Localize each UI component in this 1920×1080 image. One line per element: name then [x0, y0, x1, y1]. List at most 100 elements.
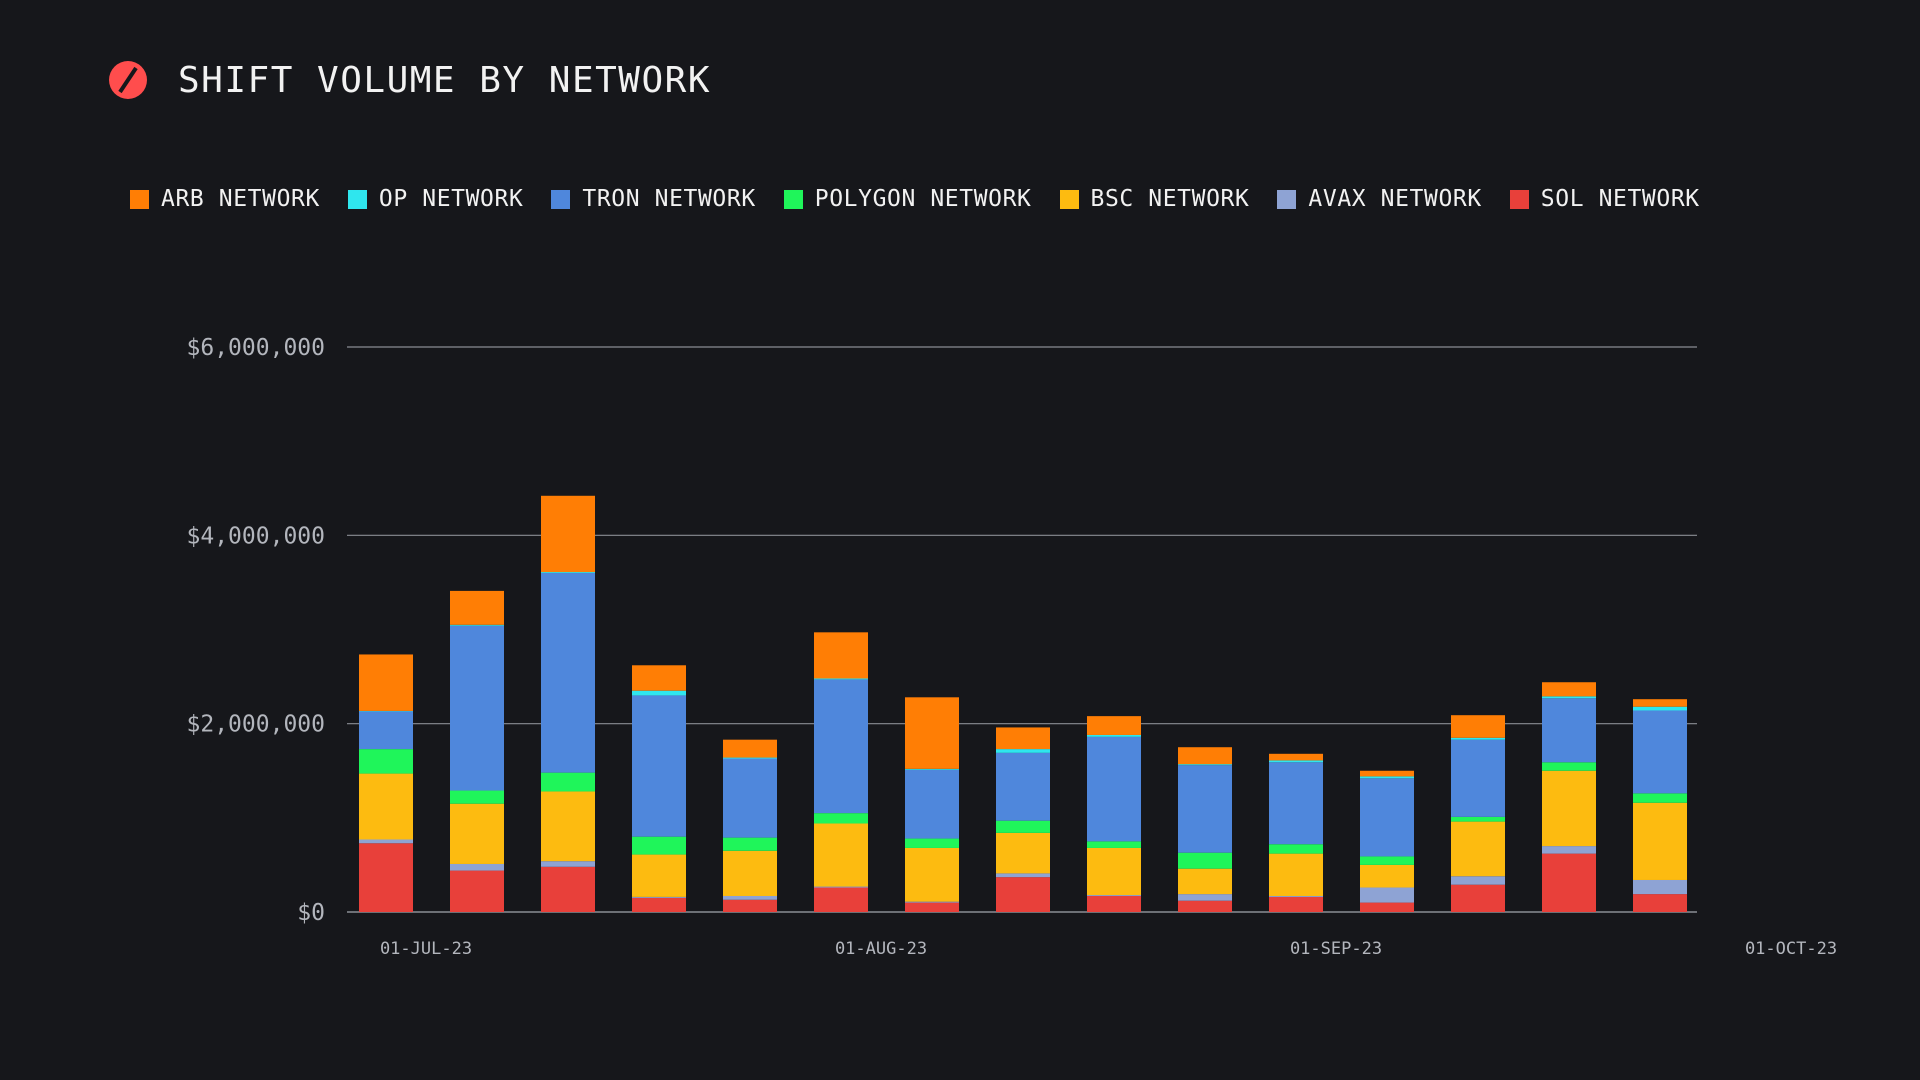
bar-segment — [1542, 762, 1596, 771]
y-tick-label: $4,000,000 — [187, 523, 325, 549]
bar-segment — [541, 495, 595, 573]
bar-segment — [905, 697, 959, 769]
y-tick-label: $6,000,000 — [187, 335, 325, 361]
bar-segment — [450, 790, 504, 804]
bar-segment — [1178, 852, 1232, 869]
bar-segment — [359, 843, 413, 912]
legend-item[interactable]: SOL NETWORK — [1509, 186, 1700, 212]
bar-segment — [905, 769, 959, 839]
bar-segment — [359, 773, 413, 840]
bar-segment — [1451, 739, 1505, 817]
bar-segment — [814, 886, 868, 888]
bar-segment — [1633, 699, 1687, 707]
legend-item[interactable]: OP NETWORK — [347, 186, 523, 212]
bar-segment — [1451, 821, 1505, 877]
bar-segment — [1633, 894, 1687, 912]
bar-segment — [1269, 896, 1323, 912]
bar-segment — [996, 877, 1050, 912]
legend-label: SOL NETWORK — [1540, 186, 1700, 212]
bar-segment — [814, 813, 868, 824]
bar-segment — [359, 749, 413, 774]
chart-legend: ARB NETWORK OP NETWORK TRON NETWORK POLYGON… — [130, 186, 1728, 212]
bar-segment — [996, 873, 1050, 878]
bar-segment — [359, 839, 413, 844]
bar-segment — [905, 901, 959, 903]
legend-item[interactable]: ARB NETWORK — [130, 186, 320, 212]
legend-item[interactable]: POLYGON NETWORK — [783, 186, 1032, 212]
bar-segment — [723, 757, 777, 759]
bar-segment — [632, 897, 686, 912]
bar-segment — [905, 902, 959, 912]
bar-segment — [814, 679, 868, 814]
bar-segment — [450, 590, 504, 625]
bar-segment — [996, 727, 1050, 750]
bar-segment — [905, 847, 959, 902]
bar-segment — [905, 838, 959, 848]
bar-segment — [814, 632, 868, 679]
chart-title: SHIFT VOLUME BY NETWORK — [178, 59, 711, 101]
legend-item[interactable]: AVAX NETWORK — [1277, 186, 1481, 212]
bar-segment — [632, 836, 686, 855]
bar-segment — [1633, 802, 1687, 880]
bar-segment — [1360, 887, 1414, 903]
bar-segment — [1269, 762, 1323, 845]
legend-swatch — [1059, 189, 1079, 209]
legend-swatch — [551, 189, 571, 209]
bar-segment — [723, 850, 777, 896]
bar-segment — [814, 887, 868, 912]
bar-segment — [1087, 736, 1141, 842]
y-tick-label: $0 — [297, 900, 325, 926]
bar-segment — [632, 690, 686, 696]
legend-label: ARB NETWORK — [161, 186, 320, 212]
bar-segment — [359, 654, 413, 711]
bar-segment — [1269, 844, 1323, 854]
legend-swatch — [1277, 189, 1297, 209]
bar-segment — [905, 768, 959, 770]
bar-segment — [450, 625, 504, 791]
bar-segment — [541, 772, 595, 792]
bar-segment — [1360, 864, 1414, 888]
bar-segment — [723, 895, 777, 900]
bar-segment — [632, 896, 686, 898]
legend-swatch — [783, 189, 803, 209]
bar-segment — [541, 861, 595, 867]
bar-segment — [1542, 770, 1596, 847]
bar-segment — [1087, 895, 1141, 896]
logo-slash — [118, 66, 138, 94]
bar-segment — [1633, 710, 1687, 794]
legend-item[interactable]: TRON NETWORK — [551, 186, 755, 212]
bar-segment — [1178, 764, 1232, 766]
legend-item[interactable]: BSC NETWORK — [1059, 186, 1250, 212]
bar-segment — [1542, 682, 1596, 697]
legend-label: AVAX NETWORK — [1308, 186, 1482, 212]
bar-segment — [1451, 737, 1505, 740]
legend-swatch — [130, 189, 149, 209]
bar-segment — [359, 711, 413, 750]
bar-segment — [541, 791, 595, 862]
bar-segment — [1269, 853, 1323, 896]
bar-segment — [1360, 856, 1414, 865]
bar-segment — [632, 695, 686, 837]
bar-segment — [814, 678, 868, 680]
bar-segment — [1542, 846, 1596, 854]
bar-segment — [1360, 778, 1414, 857]
bar-segment — [450, 624, 504, 626]
bar-segment — [996, 832, 1050, 874]
bar-segment — [1087, 847, 1141, 896]
bar-segment — [450, 803, 504, 864]
bar-segment — [1360, 776, 1414, 779]
bar-segment — [1087, 734, 1141, 737]
bar-segment — [1542, 698, 1596, 763]
shapeshift-slash-icon — [109, 61, 147, 99]
bar-segment — [541, 866, 595, 912]
bar-segment — [1451, 884, 1505, 912]
x-tick-label: 01-SEP-23 — [1290, 939, 1382, 959]
bar-segment — [1178, 868, 1232, 895]
bar-segment — [1542, 853, 1596, 912]
legend-label: BSC NETWORK — [1090, 186, 1250, 212]
chart-header: SHIFT VOLUME BY NETWORK — [108, 56, 711, 104]
bar-segment — [1178, 894, 1232, 901]
bar-segment — [1451, 816, 1505, 822]
